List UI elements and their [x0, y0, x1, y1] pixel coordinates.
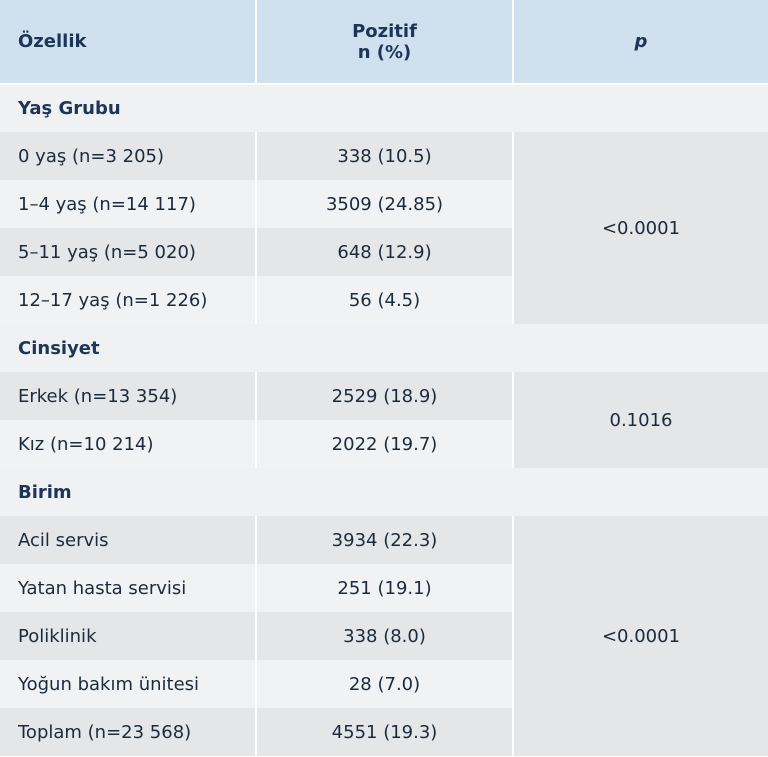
positive-cell: 3509 (24.85) [255, 180, 513, 228]
positive-cell: 4551 (19.3) [255, 708, 513, 756]
feature-cell: Kız (n=10 214) [0, 420, 256, 468]
section-row: Cinsiyet [0, 324, 768, 372]
feature-cell: 12–17 yaş (n=1 226) [0, 276, 256, 324]
data-row: 1–4 yaş (n=14 117) 3509 (24.85) [0, 180, 768, 228]
feature-cell: 0 yaş (n=3 205) [0, 132, 256, 180]
feature-cell: 1–4 yaş (n=14 117) [0, 180, 256, 228]
feature-cell: Poliklinik [0, 612, 256, 660]
header-line: Pozitif [352, 20, 417, 42]
positive-cell: 28 (7.0) [255, 660, 513, 708]
feature-cell: Yatan hasta servisi [0, 564, 256, 612]
header-row: Özellik Pozitif n (%) p [0, 0, 768, 85]
data-row: 5–11 yaş (n=5 020) 648 (12.9) [0, 228, 768, 276]
feature-cell: Toplam (n=23 568) [0, 708, 256, 756]
section-row: Birim [0, 468, 768, 516]
p-value-cell: <0.0001 [512, 516, 768, 756]
section-row: Yaş Grubu [0, 84, 768, 132]
data-row: Kız (n=10 214) 2022 (19.7) [0, 420, 768, 468]
p-value-cell: 0.1016 [512, 372, 768, 468]
p-value-cell: <0.0001 [512, 132, 768, 324]
section-title: Birim [0, 468, 768, 516]
positive-cell: 56 (4.5) [255, 276, 513, 324]
feature-cell: 5–11 yaş (n=5 020) [0, 228, 256, 276]
table-body: Yaş Grubu 0 yaş (n=3 205) 338 (10.5) <0.000… [0, 84, 768, 756]
positive-cell: 3934 (22.3) [255, 516, 513, 564]
data-row: 12–17 yaş (n=1 226) 56 (4.5) [0, 276, 768, 324]
header-cell: p [512, 0, 768, 85]
feature-cell: Yoğun bakım ünitesi [0, 660, 256, 708]
feature-cell: Erkek (n=13 354) [0, 372, 256, 420]
data-row: Toplam (n=23 568) 4551 (19.3) [0, 708, 768, 756]
section-title: Cinsiyet [0, 324, 768, 372]
positive-cell: 338 (8.0) [255, 612, 513, 660]
positive-cell: 2529 (18.9) [255, 372, 513, 420]
data-row: Erkek (n=13 354) 2529 (18.9) 0.1016 [0, 372, 768, 468]
section-title: Yaş Grubu [0, 84, 768, 132]
feature-cell: Acil servis [0, 516, 256, 564]
data-row: Yatan hasta servisi 251 (19.1) [0, 564, 768, 612]
positive-cell: 2022 (19.7) [255, 420, 513, 468]
header-line: n (%) [357, 41, 412, 63]
positive-cell: 251 (19.1) [255, 564, 513, 612]
data-row: Acil servis 3934 (22.3) <0.0001 [0, 516, 768, 756]
positive-cell: 648 (12.9) [255, 228, 513, 276]
data-row: Poliklinik 338 (8.0) [0, 612, 768, 660]
header-cell: Pozitif n (%) [255, 0, 513, 85]
positive-cell: 338 (10.5) [255, 132, 513, 180]
data-row: Yoğun bakım ünitesi 28 (7.0) [0, 660, 768, 708]
data-row: 0 yaş (n=3 205) 338 (10.5) <0.0001 [0, 132, 768, 324]
header-cell: Özellik [0, 0, 256, 85]
